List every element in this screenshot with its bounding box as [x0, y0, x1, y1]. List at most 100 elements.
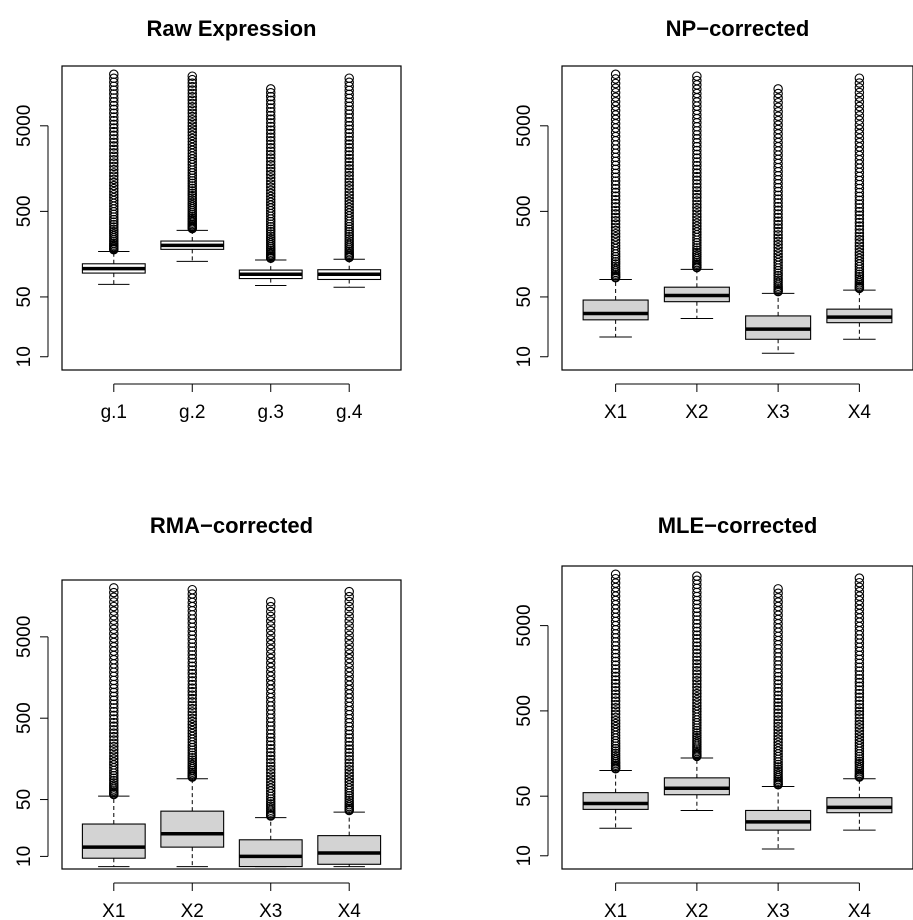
outlier-point [265, 758, 276, 768]
outlier-point [773, 102, 783, 112]
outlier-point [610, 87, 621, 98]
outlier-point [187, 178, 198, 189]
outlier-point [265, 729, 276, 739]
outlier-point [692, 622, 702, 633]
outlier-point [692, 662, 702, 673]
outlier-point [187, 589, 198, 599]
outlier-point [610, 69, 621, 80]
outlier-point [344, 606, 354, 617]
outlier-point [344, 751, 354, 761]
outlier-point [187, 693, 198, 704]
outlier-point [344, 616, 354, 626]
outlier-point [344, 132, 354, 142]
outlier-point [109, 151, 119, 162]
outlier-point [610, 238, 621, 248]
outlier-point [854, 78, 865, 88]
outlier-point [265, 221, 276, 232]
box-X4 [826, 73, 893, 340]
outlier-point [265, 774, 276, 784]
outlier-point [187, 752, 198, 763]
outlier-point [692, 141, 702, 152]
outlier-point [773, 701, 783, 711]
outlier-point [773, 704, 783, 715]
outlier-point [692, 571, 702, 581]
outlier-point [692, 685, 702, 696]
outlier-point [773, 209, 783, 219]
outlier-point [773, 205, 783, 216]
outlier-point [265, 99, 276, 109]
outlier-point [773, 734, 783, 745]
outlier-point [773, 275, 783, 286]
outlier-point [854, 214, 865, 224]
outlier-point [854, 719, 865, 730]
outlier-point [854, 758, 865, 769]
outlier-point [854, 726, 865, 736]
outlier-point [109, 217, 119, 227]
outlier-point [344, 193, 354, 203]
outlier-point [610, 660, 621, 670]
outlier-point [854, 247, 865, 258]
box-X3 [238, 597, 303, 868]
outlier-point [610, 222, 621, 233]
outlier-point [854, 115, 865, 126]
outlier-point [773, 223, 783, 233]
outlier-point [610, 232, 621, 242]
outlier-point [187, 676, 198, 686]
outlier-point [692, 648, 702, 659]
outlier-point [610, 652, 621, 663]
outlier-point [265, 740, 276, 750]
outlier-point [773, 268, 783, 278]
outlier-point [692, 730, 702, 741]
outlier-point [773, 718, 783, 729]
outlier-point [187, 118, 198, 128]
outlier-point [854, 709, 865, 720]
outlier-point [773, 759, 783, 770]
outlier-point [344, 190, 354, 200]
outlier-point [109, 180, 119, 191]
outlier-point [854, 210, 865, 221]
outlier-point [109, 624, 119, 635]
outlier-point [692, 179, 702, 189]
outlier-point [692, 182, 702, 193]
outlier-point [109, 115, 119, 126]
plot-frame [561, 65, 913, 371]
outlier-point [109, 717, 119, 728]
outlier-point [773, 88, 783, 99]
outlier-point [692, 611, 702, 621]
x-tick-label: g.4 [336, 402, 363, 423]
outlier-point [187, 88, 198, 99]
outlier-point [265, 635, 276, 645]
outlier-point [187, 690, 198, 700]
y-tick-label: 500 [14, 196, 35, 228]
outlier-point [344, 795, 354, 806]
outlier-point [610, 92, 621, 102]
iqr-box [826, 797, 893, 814]
outlier-point [854, 129, 865, 139]
outlier-point [265, 226, 276, 237]
outlier-point [187, 183, 198, 194]
outlier-point [692, 701, 702, 711]
outlier-point [773, 226, 783, 237]
outlier-point [109, 710, 119, 721]
outlier-point [265, 185, 276, 196]
outlier-point [109, 73, 119, 84]
outlier-point [773, 106, 783, 117]
outlier-point [692, 607, 702, 617]
outlier-point [692, 652, 702, 662]
outlier-point [109, 728, 119, 738]
outlier-point [109, 69, 119, 80]
outlier-point [344, 725, 354, 736]
outlier-point [692, 206, 702, 216]
y-tick-label: 5000 [514, 604, 535, 646]
outlier-point [187, 136, 198, 147]
plot-frame [61, 65, 402, 371]
outlier-point [773, 230, 783, 240]
outlier-point [773, 584, 783, 594]
outlier-point [610, 743, 621, 754]
outlier-point [610, 180, 621, 190]
outlier-point [187, 661, 198, 671]
outlier-point [854, 199, 865, 209]
outlier-point [187, 111, 198, 122]
outlier-point [854, 573, 865, 583]
outlier-point [265, 662, 276, 673]
